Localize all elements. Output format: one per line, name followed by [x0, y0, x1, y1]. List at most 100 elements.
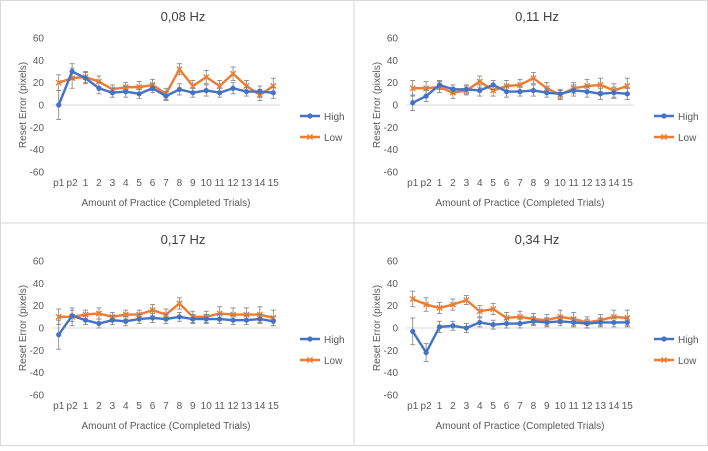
x-tick-label: 13 [595, 178, 607, 189]
data-point-high [477, 87, 483, 94]
x-tick-label: 15 [622, 401, 634, 412]
x-tick-label: 7 [163, 401, 169, 412]
x-tick-label: 7 [163, 178, 169, 189]
data-point-high [243, 317, 250, 323]
data-point-high [450, 86, 456, 92]
data-point-high [109, 317, 115, 323]
legend-label-high: High [678, 112, 699, 123]
data-point-high [217, 316, 223, 322]
x-tick-label: 12 [227, 401, 239, 412]
data-point-high [136, 316, 142, 322]
x-tick-label: 1 [437, 178, 443, 189]
x-tick-label: 10 [201, 178, 213, 189]
data-point-high [517, 320, 523, 327]
x-tick-label: 5 [490, 401, 496, 412]
y-tick-label: 60 [387, 34, 399, 45]
x-tick-label: 10 [555, 178, 567, 189]
data-point-high [203, 316, 209, 322]
data-point-low [229, 311, 237, 318]
y-tick-label: -20 [30, 346, 45, 357]
data-point-high [217, 90, 223, 96]
data-point-high [82, 317, 89, 323]
data-point-high [176, 314, 183, 320]
x-tick-label: 2 [96, 401, 102, 412]
data-point-high [584, 320, 590, 327]
y-tick-label: 40 [387, 56, 399, 67]
legend-marker-low [660, 133, 668, 141]
x-tick-label: 15 [268, 178, 280, 189]
x-tick-label: 13 [241, 401, 253, 412]
data-point-high [149, 85, 156, 91]
x-tick-label: 10 [555, 401, 567, 412]
data-point-high [490, 82, 496, 88]
data-point-low [122, 311, 129, 318]
data-point-low [516, 313, 524, 320]
x-tick-label: 3 [110, 178, 116, 189]
data-point-high [450, 323, 456, 329]
legend-label-high: High [678, 335, 699, 346]
series-high [56, 63, 276, 120]
x-tick-label: 2 [450, 401, 456, 412]
x-tick-label: 10 [201, 401, 213, 412]
legend: High Low [300, 335, 345, 367]
data-point-high [176, 86, 183, 92]
x-tick-label: 9 [190, 178, 196, 189]
x-tick-label: 4 [123, 401, 129, 412]
x-tick-label: 11 [214, 178, 225, 189]
data-point-high [503, 320, 510, 327]
data-point-low [176, 66, 183, 73]
data-point-high [557, 91, 563, 97]
data-point-low [216, 310, 223, 317]
chart-title: 0,08 Hz [161, 9, 206, 24]
x-tick-label: 8 [531, 401, 537, 412]
x-axis-title: Amount of Practice (Completed Trials) [82, 421, 251, 432]
x-tick-label: 14 [608, 178, 620, 189]
y-tick-label: 60 [387, 257, 399, 268]
data-point-high [530, 318, 537, 324]
data-point-low [243, 82, 250, 90]
x-tick-label: 12 [227, 178, 239, 189]
x-tick-label: 4 [477, 401, 483, 412]
y-tick-label: 60 [33, 257, 45, 268]
y-tick-label: 0 [392, 324, 398, 335]
legend-label-high: High [324, 112, 345, 123]
data-point-high [123, 318, 129, 324]
y-tick-label: 40 [387, 279, 399, 290]
chart-title: 0,17 Hz [161, 232, 206, 247]
y-axis-title: Reset Error (pixels) [18, 62, 29, 148]
y-tick-label: -40 [30, 368, 45, 379]
data-point-high [163, 93, 169, 99]
series-high [56, 309, 276, 350]
data-point-low [270, 82, 277, 90]
legend-label-high: High [324, 335, 345, 346]
data-point-high [530, 87, 537, 94]
x-tick-label: 3 [464, 178, 470, 189]
x-tick-label: 11 [214, 401, 225, 412]
data-point-low [55, 79, 62, 86]
x-tick-label: 4 [477, 178, 483, 189]
x-tick-label: 7 [517, 401, 523, 412]
data-point-low [216, 82, 223, 90]
data-point-high [544, 319, 550, 326]
chart-title: 0,11 Hz [515, 9, 559, 24]
x-tick-label: 8 [531, 178, 537, 189]
x-tick-label: 13 [241, 178, 253, 189]
data-point-low [516, 81, 524, 88]
x-tick-label: 14 [254, 401, 266, 412]
y-tick-label: -60 [30, 168, 45, 179]
data-point-high [503, 89, 510, 95]
x-tick-label: 1 [83, 401, 89, 412]
y-axis-title: Reset Error (pixels) [372, 62, 383, 148]
y-tick-label: 20 [33, 301, 45, 312]
y-tick-label: 60 [33, 34, 45, 45]
x-tick-label: 1 [437, 401, 443, 412]
y-tick-label: 40 [33, 279, 45, 290]
data-point-high [624, 319, 630, 326]
x-tick-label: 6 [504, 401, 510, 412]
x-tick-label: 2 [450, 178, 456, 189]
x-tick-label: 11 [568, 401, 579, 412]
y-tick-label: 20 [387, 301, 399, 312]
